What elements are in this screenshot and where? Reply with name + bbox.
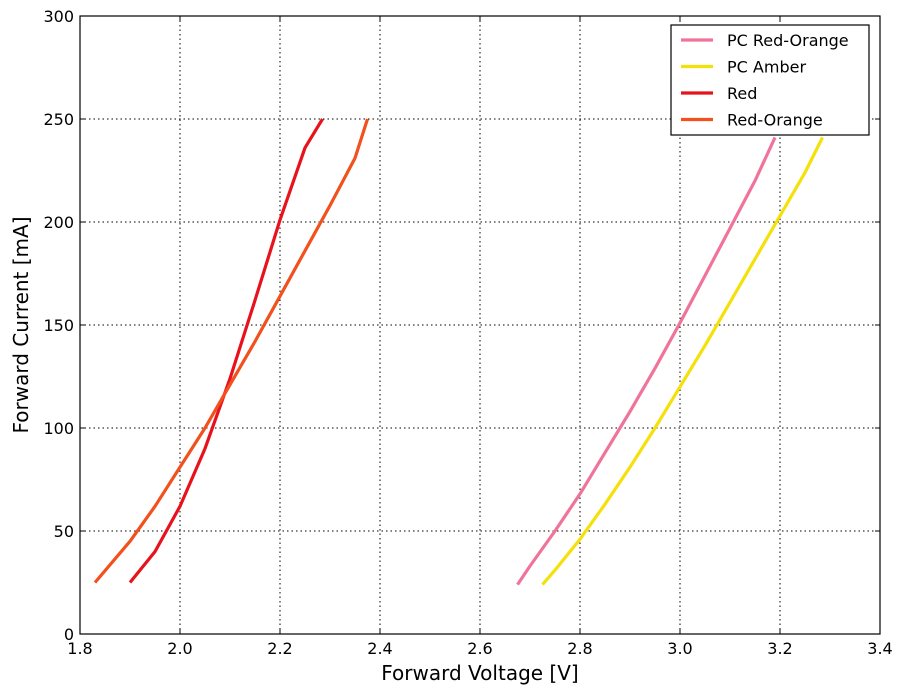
series-line-pc-amber <box>541 136 824 586</box>
legend-label: Red <box>727 84 757 103</box>
x-tick-label: 2.4 <box>367 639 392 658</box>
legend-item-pc-red-orange: PC Red-Orange <box>681 31 849 50</box>
series-line-pc-red-orange <box>516 136 777 586</box>
series-line-red <box>128 118 324 584</box>
x-tick-label: 2.2 <box>267 639 292 658</box>
x-tick-label: 3.2 <box>767 639 792 658</box>
y-tick-label: 50 <box>54 522 74 541</box>
x-tick-label: 2.6 <box>467 639 492 658</box>
legend-item-red: Red <box>681 84 757 103</box>
legend-items: PC Red-Orange PC Amber Red Red-Orange <box>681 31 849 130</box>
x-tick-label: 3.4 <box>867 639 892 658</box>
y-tick-label: 250 <box>43 110 74 129</box>
axis-ticks <box>79 15 881 635</box>
x-tick-label: 1.8 <box>67 639 92 658</box>
legend-label: PC Amber <box>727 58 806 77</box>
x-tick-label: 3.0 <box>667 639 692 658</box>
y-tick-label: 200 <box>43 213 74 232</box>
series-line-red-orange <box>93 118 370 584</box>
y-tick-label: 150 <box>43 316 74 335</box>
y-tick-label: 300 <box>43 7 74 26</box>
y-tick-labels: 0 50 100 150 200 250 300 <box>43 7 74 644</box>
legend-label: PC Red-Orange <box>727 31 849 50</box>
legend: PC Red-Orange PC Amber Red Red-Orange <box>670 24 870 136</box>
x-tick-label: 2.8 <box>567 639 592 658</box>
legend-item-red-orange: Red-Orange <box>681 111 823 130</box>
y-axis-label: Forward Current [mA] <box>9 216 33 433</box>
x-tick-label: 2.0 <box>167 639 192 658</box>
y-tick-label: 0 <box>64 625 74 644</box>
x-tick-labels: 1.8 2.0 2.2 2.4 2.6 2.8 3.0 3.2 3.4 <box>67 639 892 658</box>
y-tick-label: 100 <box>43 419 74 438</box>
legend-item-pc-amber: PC Amber <box>681 58 806 77</box>
series-lines <box>93 118 824 586</box>
x-axis-label: Forward Voltage [V] <box>381 661 578 685</box>
legend-label: Red-Orange <box>727 111 823 130</box>
legend-box <box>670 24 870 136</box>
